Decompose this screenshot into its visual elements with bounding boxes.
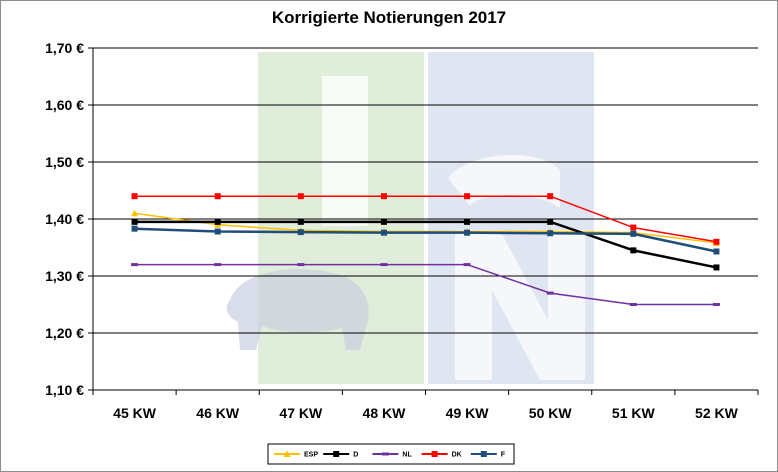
x-tick-label: 51 KW xyxy=(612,405,656,421)
data-point-f xyxy=(630,230,637,237)
data-point-dk xyxy=(464,193,471,200)
legend-item-nl: NL xyxy=(372,452,412,459)
data-point-f xyxy=(214,228,221,235)
data-point-nl xyxy=(546,291,554,295)
x-tick-label: 49 KW xyxy=(446,405,490,421)
data-point-f xyxy=(713,248,720,255)
data-point-dk xyxy=(380,193,387,200)
legend-marker xyxy=(381,452,389,456)
x-tick-label: 46 KW xyxy=(196,405,240,421)
y-tick-label: 1,40 € xyxy=(45,211,84,227)
watermark-pig-icon xyxy=(226,268,369,350)
data-point-f xyxy=(464,229,471,236)
data-point-f xyxy=(131,225,138,232)
legend-marker xyxy=(333,451,340,457)
series-d xyxy=(131,218,720,271)
series-line-dk xyxy=(134,195,717,243)
data-point-nl xyxy=(463,263,471,267)
x-tick-label: 47 KW xyxy=(279,405,323,421)
series-line-esp xyxy=(134,212,717,244)
data-point-dk xyxy=(713,238,720,245)
series-nl xyxy=(131,263,720,306)
isn-logo-watermark xyxy=(226,52,594,384)
data-point-f xyxy=(547,230,554,237)
y-tick-label: 1,20 € xyxy=(45,325,84,341)
data-point-dk xyxy=(297,193,304,200)
legend-label: F xyxy=(501,452,506,459)
data-point-dk xyxy=(547,193,554,200)
data-point-d xyxy=(713,264,720,271)
data-point-nl xyxy=(131,263,139,267)
chart-title: Korrigierte Notierungen 2017 xyxy=(271,8,507,27)
legend-marker xyxy=(283,450,291,457)
legend-label: NL xyxy=(402,452,412,459)
data-point-dk xyxy=(630,224,637,231)
legend-marker xyxy=(480,451,487,457)
series-f xyxy=(131,225,720,255)
legend-marker xyxy=(431,451,438,457)
y-tick-label: 1,70 € xyxy=(45,40,84,56)
data-point-d xyxy=(131,218,138,225)
data-point-d xyxy=(464,218,471,225)
y-tick-label: 1,30 € xyxy=(45,268,84,284)
data-point-d xyxy=(297,218,304,225)
watermark-letter-s xyxy=(448,155,560,208)
x-tick-label: 48 KW xyxy=(363,405,407,421)
data-point-d xyxy=(214,218,221,225)
x-tick-label: 45 KW xyxy=(113,405,157,421)
data-point-nl xyxy=(297,263,305,267)
data-point-esp xyxy=(131,209,139,217)
data-point-dk xyxy=(131,193,138,200)
legend-item-esp: ESP xyxy=(274,450,318,459)
data-point-d xyxy=(380,218,387,225)
data-point-nl xyxy=(712,303,720,306)
series-dk xyxy=(131,193,720,245)
watermark-letter-n xyxy=(455,230,585,380)
x-tick-label: 50 KW xyxy=(529,405,573,421)
series-line-f xyxy=(134,227,717,253)
data-point-dk xyxy=(214,193,221,200)
y-tick-label: 1,60 € xyxy=(45,97,84,113)
legend-item-d: D xyxy=(323,451,358,459)
data-point-f xyxy=(380,229,387,236)
data-point-d xyxy=(630,247,637,254)
data-point-f xyxy=(297,229,304,236)
data-point-nl xyxy=(629,303,637,306)
data-point-nl xyxy=(214,263,222,267)
legend-label: DK xyxy=(452,452,462,459)
watermark-letter-i xyxy=(322,76,368,226)
legend-label: ESP xyxy=(304,452,318,459)
y-tick-label: 1,50 € xyxy=(45,154,84,170)
y-tick-label: 1,10 € xyxy=(45,382,84,398)
series-line-nl xyxy=(134,263,717,306)
legend-item-dk: DK xyxy=(421,451,462,459)
series-line-d xyxy=(134,220,717,269)
data-point-nl xyxy=(380,263,388,267)
legend-item-f: F xyxy=(470,451,506,459)
x-tick-label: 52 KW xyxy=(695,405,739,421)
data-point-d xyxy=(547,218,554,225)
legend-label: D xyxy=(353,452,358,459)
